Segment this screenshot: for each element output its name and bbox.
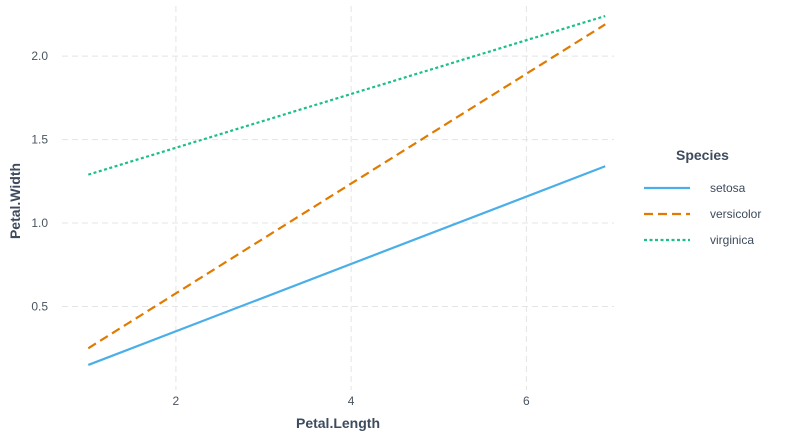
series-line-setosa [87, 165, 606, 366]
legend-items: setosa versicolor virginica [644, 181, 761, 247]
y-tick-label: 1.5 [31, 133, 48, 147]
plot-series [87, 14, 606, 366]
legend-title: Species [676, 147, 729, 163]
x-tick-label: 6 [523, 394, 530, 408]
y-tick-label: 0.5 [31, 300, 48, 314]
x-axis-title: Petal.Length [296, 415, 380, 431]
x-tick-label: 2 [173, 394, 180, 408]
x-tick-label: 4 [348, 394, 355, 408]
legend: Species setosa versicolor virginica [644, 147, 761, 247]
y-tick-label: 1.0 [31, 216, 48, 230]
grid [62, 6, 614, 390]
legend-label-setosa: setosa [710, 181, 746, 195]
legend-label-virginica: virginica [710, 233, 754, 247]
y-axis-title: Petal.Width [7, 163, 23, 239]
axis-ticks: 2 4 6 0.5 1.0 1.5 2.0 [31, 49, 530, 408]
y-tick-label: 2.0 [31, 49, 48, 63]
series-line-virginica [87, 14, 606, 176]
series-line-versicolor [87, 23, 606, 350]
legend-label-versicolor: versicolor [710, 207, 761, 221]
